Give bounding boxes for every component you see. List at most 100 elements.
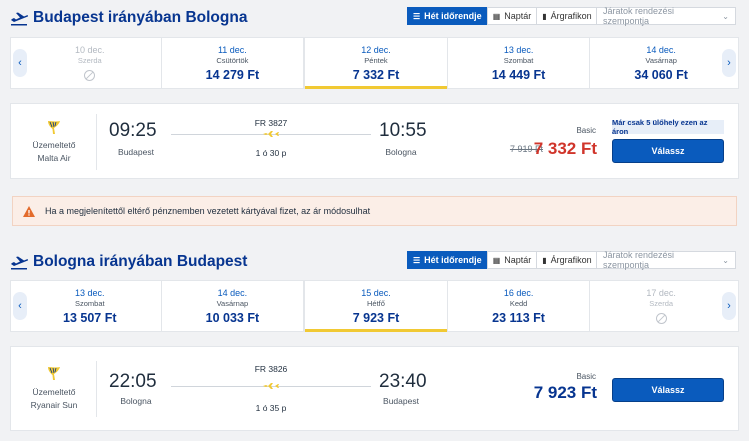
inbound-date-strip: ‹ 13 dec. Szombat 13 507 Ft 14 dec. Vasárnap… [10,280,739,332]
flight-duration: 1 ó 35 p [255,403,287,413]
inbound-flight-card: Üzemeltető Ryanair Sun 22:05 Bologna FR … [10,346,739,431]
day-date: 15 dec. [361,288,391,298]
day-name: Kedd [509,299,528,308]
day-date: 17 dec. [646,288,676,298]
chevron-down-icon: ⌄ [722,255,729,265]
operator-label: Üzemeltető [32,387,76,397]
outbound-header: Budapest irányában Bologna ☰ Hét időrendj… [0,4,749,34]
arrival-time: 23:40 [379,371,427,392]
no-flights-icon [655,313,667,324]
list-icon: ☰ [413,255,421,265]
warning-text: Ha a megjelenítettől eltérő pénznemben v… [45,206,371,216]
day-cell: 17 dec. Szerda [590,281,732,331]
day-date: 14 dec. [646,45,676,55]
next-dates-button[interactable]: › [722,49,736,77]
inbound-header: Bologna irányában Budapest ☰ Hét időrendj… [0,248,749,278]
operator-name: Ryanair Sun [30,400,78,410]
currency-warning: Ha a megjelenítettől eltérő pénznemben v… [12,196,737,226]
departure-city: Bologna [120,396,152,406]
day-cell[interactable]: 13 dec. Szombat 13 507 Ft [19,281,162,331]
outbound-view-tabs: ☰ Hét időrendje ▦ Naptár ▮ Árgrafikon [407,7,598,25]
flight-number: FR 3826 [254,364,288,374]
tab-calendar[interactable]: ▦ Naptár [486,7,538,25]
day-price: 14 279 Ft [205,68,260,82]
fare-type: Basic [576,126,596,135]
departure-plane-icon [11,256,28,270]
flight-number: FR 3827 [254,118,288,128]
day-cell: 10 dec. Szerda [19,38,162,88]
day-cell[interactable]: 14 dec. Vasárnap 10 033 Ft [162,281,305,331]
day-name: Szerda [77,56,102,65]
inbound-title: Bologna irányában Budapest [33,253,248,270]
day-cell[interactable]: 11 dec. Csütörtök 14 279 Ft [162,38,305,88]
departure-time: 22:05 [109,371,157,392]
calendar-icon: ▦ [492,255,501,265]
departure-plane-icon [11,12,28,26]
route-plane-icon [263,383,279,389]
departure-city: Budapest [118,147,154,157]
day-price: 23 113 Ft [492,311,545,325]
day-date: 14 dec. [217,288,248,298]
inbound-view-tabs: ☰ Hét időrendje ▦ Naptár ▮ Árgrafikon [407,251,598,269]
outbound-date-strip: ‹ 10 dec. Szerda 11 dec. Csütörtök 14 279 Ft… [10,37,739,89]
day-price: 14 449 Ft [491,68,546,82]
day-name: Vasárnap [216,299,249,308]
fare-type: Basic [576,372,596,381]
original-price: 7 919 Ft [509,144,543,154]
day-date: 16 dec. [503,288,534,298]
day-date: 12 dec. [361,45,391,55]
no-flights-icon [84,70,96,81]
day-name: Péntek [364,56,388,65]
day-name: Csütörtök [216,56,249,65]
bar-chart-icon: ▮ [542,11,547,21]
outbound-title: Budapest irányában Bologna [33,9,248,26]
day-date: 10 dec. [75,45,105,55]
day-date: 13 dec. [75,288,105,298]
next-dates-button[interactable]: › [722,292,736,320]
inbound-day-cells: 13 dec. Szombat 13 507 Ft 14 dec. Vasárnap 10… [19,281,732,332]
calendar-icon: ▦ [492,11,501,21]
outbound-flight-card: Üzemeltető Malta Air 09:25 Budapest FR 3… [10,103,739,179]
day-name: Szombat [503,56,534,65]
list-icon: ☰ [413,11,421,21]
flight-duration: 1 ó 30 p [255,148,287,158]
day-price: 7 332 Ft [352,68,400,82]
day-date: 13 dec. [503,45,534,55]
arrival-time: 10:55 [379,120,427,141]
select-outbound-button[interactable]: Válassz [612,139,724,163]
day-cell[interactable]: 13 dec. Szombat 14 449 Ft [448,38,591,88]
tab-chart[interactable]: ▮ Árgrafikon [536,7,598,25]
bar-chart-icon: ▮ [542,255,547,265]
select-inbound-button[interactable]: Válassz [612,378,724,402]
day-date: 11 dec. [217,45,247,55]
arrival-city: Bologna [385,147,417,157]
sort-select[interactable]: Járatok rendezési szempontja ⌄ [596,250,736,270]
outbound-day-cells: 10 dec. Szerda 11 dec. Csütörtök 14 279 Ft 12… [19,38,732,89]
seats-left-badge: Már csak 5 ülőhely ezen az áron [612,118,724,136]
prev-dates-button[interactable]: ‹ [13,49,27,77]
day-cell[interactable]: 12 dec. Péntek 7 332 Ft [304,38,448,89]
tab-week[interactable]: ☰ Hét időrendje [407,251,488,269]
tab-week[interactable]: ☰ Hét időrendje [407,7,488,25]
operator-name: Malta Air [37,153,71,163]
day-name: Szerda [649,299,674,308]
airline-harp-logo-icon [48,367,60,380]
chevron-down-icon: ⌄ [722,11,729,21]
arrival-city: Budapest [383,396,419,406]
day-name: Hétfő [367,299,385,308]
divider [96,114,97,170]
day-cell[interactable]: 14 dec. Vasárnap 34 060 Ft [590,38,732,88]
divider [96,361,97,417]
day-cell[interactable]: 15 dec. Hétfő 7 923 Ft [304,281,448,332]
day-cell[interactable]: 16 dec. Kedd 23 113 Ft [448,281,591,331]
day-price: 34 060 Ft [634,68,688,82]
price: 7 923 Ft [533,383,597,402]
route-plane-icon [263,131,279,137]
day-price: 7 923 Ft [352,311,400,325]
sale-price: 7 332 Ft [533,139,597,158]
tab-calendar[interactable]: ▦ Naptár [486,251,538,269]
day-price: 13 507 Ft [63,311,117,325]
sort-select[interactable]: Járatok rendezési szempontja ⌄ [596,6,736,26]
prev-dates-button[interactable]: ‹ [13,292,27,320]
tab-chart[interactable]: ▮ Árgrafikon [536,251,598,269]
